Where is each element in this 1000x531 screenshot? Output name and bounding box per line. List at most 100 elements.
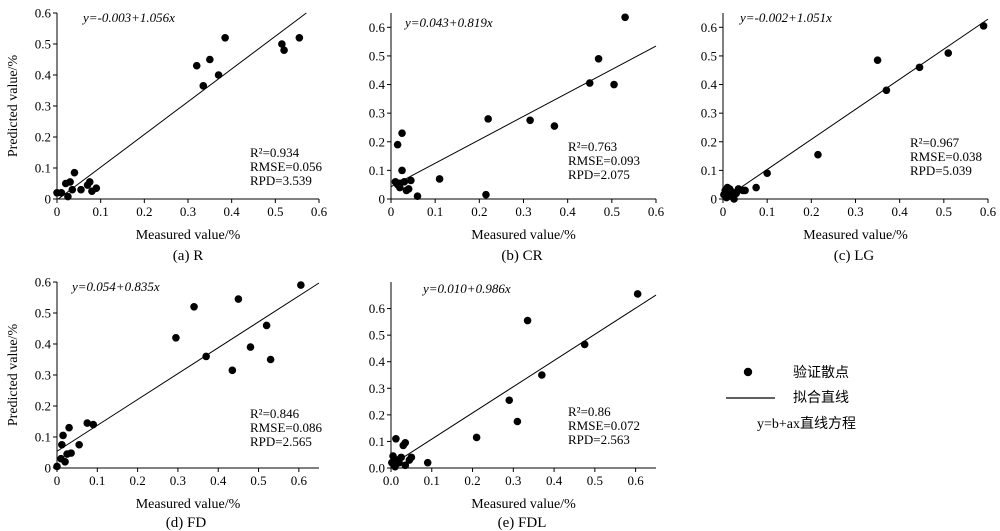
x-axis-label: Measured value/% [136,497,241,512]
data-point [59,431,67,440]
x-tick-label: 0.1 [427,204,443,219]
y-tick-label: 0.3 [35,368,51,383]
y-tick-label: 0.1 [369,434,385,449]
data-point [57,189,66,197]
data-point [64,192,72,201]
x-axis-label: Measured value/% [136,228,241,243]
y-tick-label: 0.4 [369,77,386,92]
x-tick-label: 0.4 [560,204,577,219]
data-point [68,185,77,194]
stat-r2: R²=0.763 [568,139,617,154]
data-point [393,140,402,149]
data-point [89,420,98,429]
y-tick-label: 0.4 [35,337,52,352]
chart-panel: 0 0.1 0.2 0.3 0.4 0.5 0.6 0 0.1 0.2 0.3 0.4 0.5 0.6 Me… [6,6,328,265]
x-tick-label: 0 [54,204,61,219]
legend-point-marker [743,367,753,377]
x-tick-label: 0.5 [936,204,952,219]
data-point [266,355,275,364]
x-tick-label: 0.2 [136,204,152,219]
data-point [550,122,559,130]
chart-caption: (e) FDL [498,515,547,531]
data-point [199,82,208,90]
y-tick-label: 0.3 [369,106,385,121]
data-point [214,71,223,79]
x-tick-label: 0.6 [627,473,644,488]
y-tick-label: 0 [711,192,718,207]
y-tick-label: 0.5 [35,306,51,321]
data-point [58,440,66,449]
y-tick-label: 0.6 [369,301,386,316]
legend-equation-label: y=b+ax直线方程 [757,415,856,432]
chart-caption: (c) LG [834,248,875,264]
x-tick-label: 0.2 [464,473,480,488]
stat-rpd: RPD=2.075 [568,167,630,182]
legend-line-label: 拟合直线 [793,389,849,406]
x-tick-label: 0.5 [587,473,603,488]
data-point [484,115,492,123]
y-tick-label: 0.6 [35,6,52,21]
fit-equation: y=0.043+0.819x [403,15,493,30]
data-point [206,55,214,64]
x-tick-label: 0.6 [648,204,665,219]
data-point [172,334,180,342]
stat-r2: R²=0.846 [250,406,300,421]
x-tick-label: 0 [720,204,727,219]
data-point [67,449,75,457]
stat-rmse: RMSE=0.093 [568,153,640,168]
data-point [221,34,229,42]
x-tick-label: 0.4 [224,204,241,219]
chart-panel: 0.0 0.1 0.2 0.3 0.4 0.5 0.6 0.0 0.1 0.2 0.3 0.4 0.5 0… [369,281,657,531]
data-point [944,49,953,57]
y-tick-label: 0.1 [369,163,385,178]
x-tick-label: 0.5 [250,473,266,488]
y-tick-label: 0.3 [701,106,717,121]
data-point [594,54,603,63]
legend-points-label: 验证散点 [793,365,849,381]
y-tick-label: 0.6 [35,275,52,290]
data-point [610,80,618,89]
y-axis-label: Predicted value/% [6,324,21,427]
y-tick-label: 0.4 [369,354,386,369]
data-point [873,56,882,65]
x-tick-label: 0.2 [471,204,487,219]
y-tick-label: 0.2 [35,399,51,414]
x-tick-label: 0.0 [383,473,399,488]
x-tick-label: 0.1 [759,204,775,219]
y-tick-label: 0.2 [369,134,385,149]
data-point [538,371,546,379]
data-point [190,303,198,311]
data-point [580,340,589,349]
data-point [262,321,271,330]
data-point [523,316,532,325]
y-tick-label: 0.2 [701,134,717,149]
y-tick-label: 0.5 [35,37,51,52]
data-point [407,176,415,185]
x-tick-label: 0.4 [892,204,909,219]
data-point [397,453,405,462]
y-tick-label: 0.5 [701,48,717,63]
y-axis-label: Predicted value/% [6,55,21,158]
y-tick-label: 0.1 [701,163,717,178]
x-tick-label: 0 [388,204,395,219]
x-tick-label: 0.6 [980,204,997,219]
chart-panel: 0 0.1 0.2 0.3 0.4 0.5 0.6 0 0.1 0.2 0.3 0.4 0.5 0.6 Me… [6,275,322,531]
fit-equation: y=0.010+0.986x [421,281,511,296]
y-tick-label: 0.2 [35,130,51,145]
y-tick-label: 0.4 [35,68,52,83]
data-point [763,169,771,178]
stat-rmse: RMSE=0.056 [250,159,322,174]
y-tick-label: 0.4 [701,77,718,92]
data-point [83,419,92,427]
data-point [280,46,288,54]
x-tick-label: 0 [54,473,61,488]
stat-rmse: RMSE=0.086 [250,420,322,435]
y-tick-label: 0.3 [35,99,51,114]
x-tick-label: 0.3 [505,473,521,488]
y-tick-label: 0 [45,461,52,476]
data-point [882,86,891,95]
data-point [392,434,400,443]
data-point [513,417,522,426]
stat-r2: R²=0.86 [568,404,611,419]
